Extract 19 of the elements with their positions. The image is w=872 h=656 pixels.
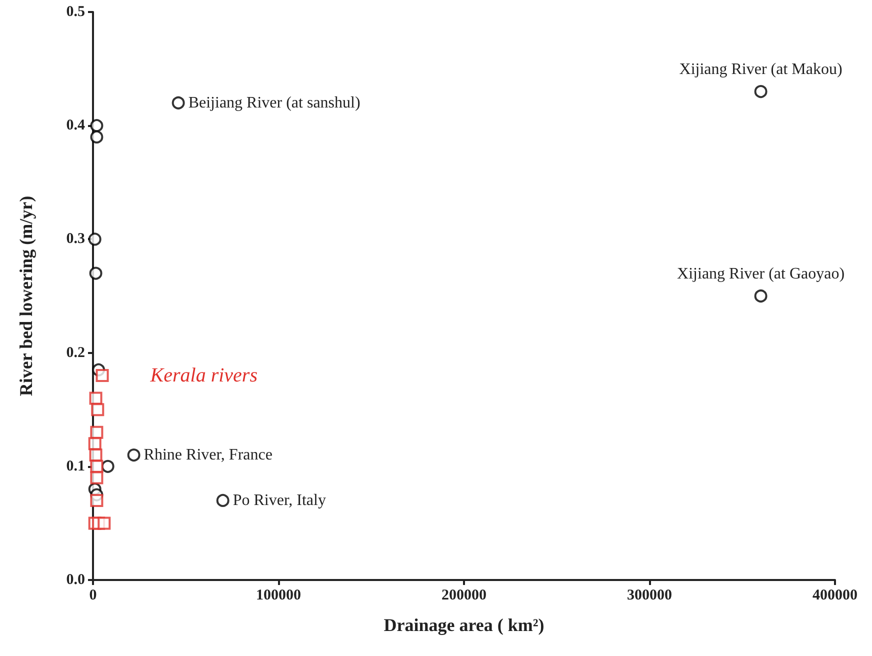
- annotation: Rhine River, France: [144, 446, 272, 464]
- y-axis-title: River bed lowering (m/yr): [16, 196, 36, 396]
- annotation: Beijiang River (at sanshul): [188, 94, 360, 112]
- y-tick-label: 0.2: [66, 344, 85, 361]
- annotation: Xijiang River (at Makou): [679, 61, 842, 78]
- x-tick-label: 0: [89, 588, 97, 604]
- x-axis-title: Drainage area ( km²): [384, 615, 544, 635]
- annotation: Po River, Italy: [232, 492, 326, 509]
- x-tick-label: 300000: [627, 588, 672, 604]
- y-tick-label: 0.4: [66, 118, 86, 134]
- y-tick-label: 0.1: [66, 458, 85, 474]
- x-tick-label: 200000: [442, 588, 486, 604]
- x-tick-label: 400000: [812, 588, 858, 604]
- x-tick-label: 100000: [256, 588, 301, 604]
- y-tick-label: 0.3: [66, 231, 85, 248]
- text: Kerala rivers: [149, 364, 258, 387]
- y-tick-label: 0.5: [66, 4, 85, 20]
- annotation: Xijiang River (at Gaoyao): [677, 266, 845, 282]
- y-tick-label: 0.0: [66, 572, 85, 588]
